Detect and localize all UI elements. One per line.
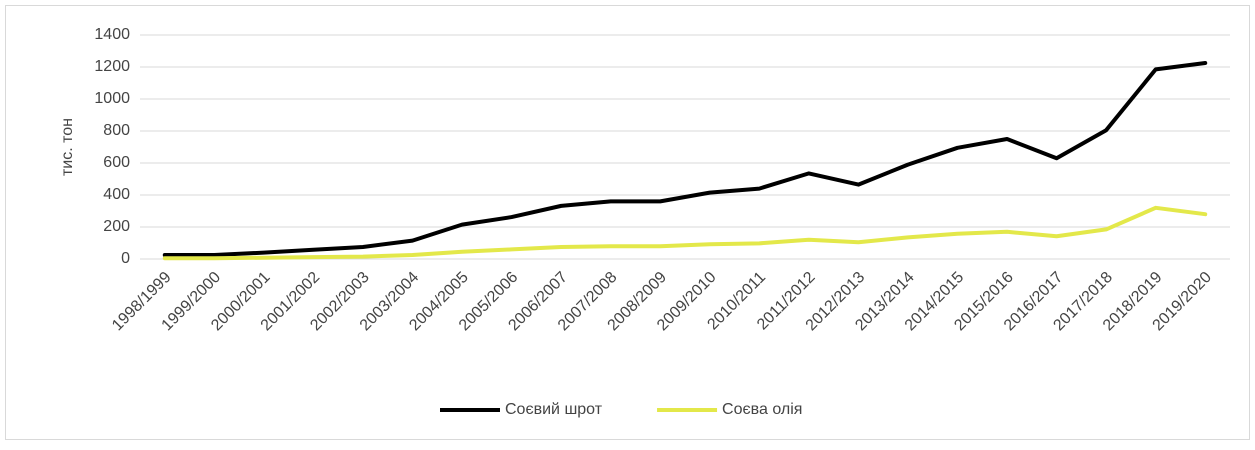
- y-tick-label: 200: [103, 218, 130, 235]
- line-series: [162, 205, 1208, 261]
- y-tick-label: 600: [103, 154, 130, 171]
- y-tick-label: 400: [103, 186, 130, 203]
- y-axis-label: тис. тон: [59, 118, 76, 176]
- legend-label: Соєва олія: [722, 401, 802, 418]
- legend-label: Соєвий шрот: [505, 401, 603, 418]
- y-tick-label: 800: [103, 122, 130, 139]
- y-tick-label: 1000: [94, 90, 130, 107]
- y-tick-label: 1200: [94, 58, 130, 75]
- chart-border: [5, 5, 1250, 440]
- y-tick-label: 1400: [94, 26, 130, 43]
- line-series: [162, 61, 1208, 257]
- y-tick-label: 0: [121, 250, 130, 267]
